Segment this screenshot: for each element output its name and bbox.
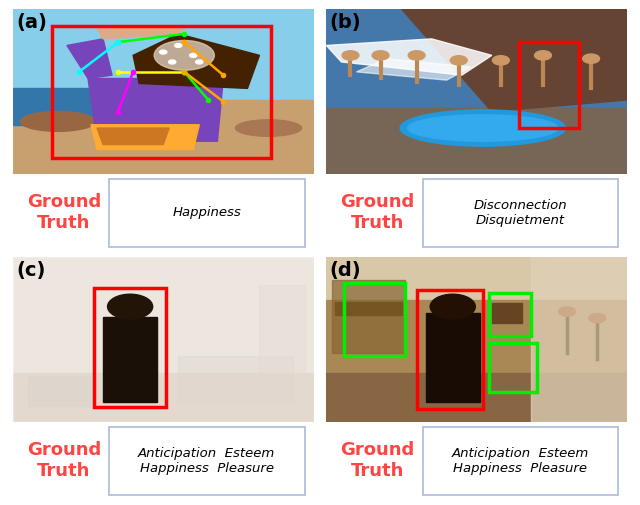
Bar — [13, 101, 314, 175]
Circle shape — [559, 308, 575, 317]
Text: (b): (b) — [330, 13, 361, 32]
Circle shape — [159, 51, 167, 55]
Ellipse shape — [236, 121, 301, 137]
Polygon shape — [97, 27, 188, 40]
Circle shape — [582, 55, 600, 64]
Polygon shape — [88, 79, 223, 142]
Bar — [492, 304, 522, 324]
FancyBboxPatch shape — [422, 180, 618, 248]
Bar — [326, 10, 627, 112]
Bar — [344, 284, 404, 357]
Bar — [103, 317, 157, 402]
Bar — [326, 258, 627, 304]
Bar — [326, 373, 627, 422]
Text: (a): (a) — [16, 13, 47, 32]
Circle shape — [342, 52, 359, 61]
Polygon shape — [193, 43, 239, 79]
Text: Disconnection
Disquietment: Disconnection Disquietment — [474, 198, 567, 226]
FancyBboxPatch shape — [422, 427, 618, 495]
Bar — [94, 289, 166, 408]
Circle shape — [189, 54, 197, 58]
Text: (c): (c) — [16, 260, 45, 279]
Text: Ground
Truth: Ground Truth — [340, 440, 415, 479]
Bar — [489, 294, 531, 337]
Circle shape — [589, 314, 605, 323]
Polygon shape — [133, 35, 259, 89]
Text: Anticipation  Esteem
Happiness  Pleasure: Anticipation Esteem Happiness Pleasure — [452, 445, 589, 474]
Circle shape — [372, 52, 389, 61]
Bar — [519, 43, 579, 129]
Ellipse shape — [400, 111, 566, 147]
Polygon shape — [326, 40, 492, 76]
Bar — [417, 290, 483, 409]
FancyBboxPatch shape — [109, 427, 305, 495]
Bar — [489, 343, 537, 393]
Text: Ground
Truth: Ground Truth — [27, 440, 101, 479]
Bar — [28, 376, 94, 406]
Bar — [326, 109, 627, 175]
Circle shape — [451, 57, 467, 66]
Circle shape — [492, 57, 509, 66]
Ellipse shape — [408, 116, 558, 142]
Text: (d): (d) — [330, 260, 361, 279]
Circle shape — [196, 61, 203, 65]
Bar — [13, 10, 314, 117]
Text: Anticipation  Esteem
Happiness  Pleasure: Anticipation Esteem Happiness Pleasure — [138, 445, 275, 474]
Text: Ground
Truth: Ground Truth — [27, 193, 101, 231]
Text: Ground
Truth: Ground Truth — [340, 193, 415, 231]
Bar — [335, 302, 402, 315]
Circle shape — [108, 294, 153, 319]
Polygon shape — [67, 40, 112, 79]
Bar — [531, 258, 627, 422]
Bar — [426, 314, 480, 402]
Bar — [326, 300, 627, 376]
Bar — [13, 89, 163, 125]
Polygon shape — [91, 125, 199, 150]
Bar — [13, 373, 314, 422]
Circle shape — [175, 44, 182, 48]
Bar — [332, 281, 404, 353]
Circle shape — [534, 52, 552, 61]
Circle shape — [430, 294, 476, 319]
FancyBboxPatch shape — [109, 180, 305, 248]
Text: Happiness: Happiness — [172, 206, 241, 219]
Polygon shape — [97, 129, 169, 145]
Polygon shape — [402, 10, 627, 112]
Bar — [259, 285, 305, 376]
Bar — [13, 258, 314, 376]
Circle shape — [168, 61, 176, 65]
Ellipse shape — [154, 41, 214, 71]
Bar — [179, 357, 292, 402]
Bar — [52, 27, 271, 159]
Polygon shape — [356, 60, 471, 81]
Circle shape — [408, 52, 425, 61]
Ellipse shape — [20, 112, 95, 132]
